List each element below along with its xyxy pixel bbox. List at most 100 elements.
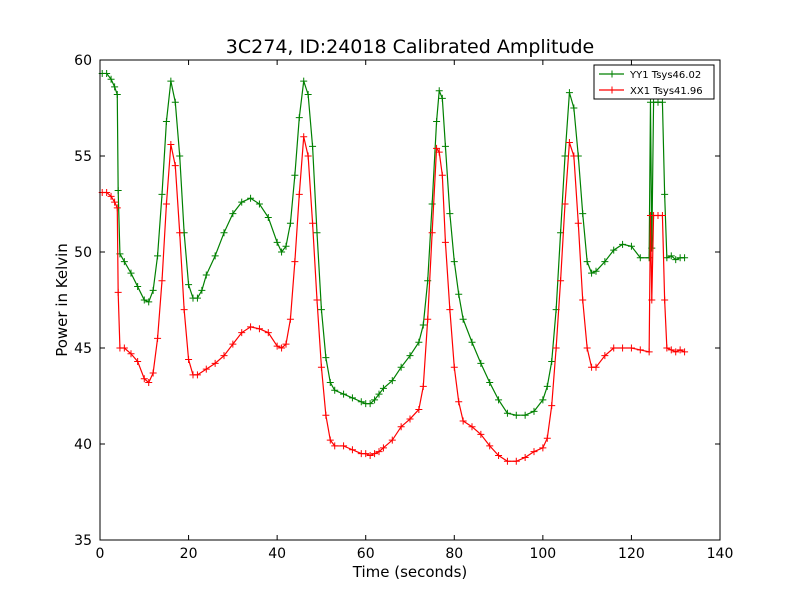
legend-box — [593, 64, 715, 100]
x-axis-label: Time (seconds) — [352, 563, 468, 581]
data-point — [406, 415, 414, 423]
data-point — [107, 75, 115, 83]
data-point — [202, 271, 210, 279]
data-point — [548, 357, 556, 365]
y-axis-label: Power in Kelvin — [53, 243, 71, 357]
data-point — [627, 344, 635, 352]
data-point — [667, 252, 675, 260]
data-point — [198, 286, 206, 294]
data-point — [570, 152, 578, 160]
data-point — [229, 340, 237, 348]
data-point — [521, 453, 529, 461]
data-point — [397, 363, 405, 371]
data-point — [295, 190, 303, 198]
data-point — [176, 152, 184, 160]
data-point — [247, 194, 255, 202]
data-point — [648, 244, 656, 252]
y-tick-label: 35 — [74, 533, 92, 549]
data-point — [468, 338, 476, 346]
data-point — [255, 200, 263, 208]
x-tick-label: 120 — [618, 546, 645, 562]
data-point — [300, 77, 308, 85]
data-point — [663, 344, 671, 352]
data-point — [565, 139, 573, 147]
data-point — [238, 329, 246, 337]
data-point — [134, 357, 142, 365]
data-point — [149, 286, 157, 294]
legend-label: YY1 Tsys46.02 — [629, 70, 701, 81]
data-point — [428, 200, 436, 208]
data-point — [322, 354, 330, 362]
data-point — [574, 219, 582, 227]
data-point — [357, 398, 365, 406]
data-point — [579, 210, 587, 218]
data-point — [663, 254, 671, 262]
data-point — [193, 371, 201, 379]
data-point — [103, 69, 111, 77]
data-point — [140, 375, 148, 383]
data-point — [103, 188, 111, 196]
series-2 — [98, 133, 689, 465]
series-1 — [98, 69, 689, 419]
data-point — [282, 242, 290, 250]
data-point — [397, 423, 405, 431]
data-point — [193, 294, 201, 302]
data-point — [592, 267, 600, 275]
data-point — [340, 390, 348, 398]
data-point — [424, 315, 432, 323]
data-point — [486, 442, 494, 450]
x-tick-label: 20 — [180, 546, 198, 562]
data-point — [570, 104, 578, 112]
data-point — [601, 352, 609, 360]
data-point — [375, 390, 383, 398]
data-point — [658, 212, 666, 220]
data-point — [309, 142, 317, 150]
data-point — [331, 442, 339, 450]
data-point — [477, 359, 485, 367]
data-point — [154, 334, 162, 342]
data-point — [145, 298, 153, 306]
data-point — [167, 140, 175, 148]
data-point — [648, 296, 656, 304]
data-point — [645, 348, 653, 356]
y-tick-label: 50 — [74, 245, 92, 261]
data-point — [435, 148, 443, 156]
data-point — [340, 442, 348, 450]
data-point — [300, 133, 308, 141]
data-point — [561, 152, 569, 160]
data-point — [304, 91, 312, 99]
data-point — [145, 379, 153, 387]
data-point — [375, 448, 383, 456]
data-point — [388, 436, 396, 444]
data-point — [552, 344, 560, 352]
data-point — [379, 384, 387, 392]
data-point — [127, 350, 135, 358]
data-point — [446, 210, 454, 218]
data-point — [309, 219, 317, 227]
data-point — [185, 356, 193, 364]
y-tick-label: 60 — [74, 53, 92, 69]
data-point — [619, 344, 627, 352]
data-point — [127, 269, 135, 277]
data-point — [672, 348, 680, 356]
data-point — [304, 152, 312, 160]
data-point — [503, 409, 511, 417]
data-point — [681, 254, 689, 262]
data-point — [114, 288, 122, 296]
data-point — [317, 363, 325, 371]
data-point — [120, 344, 128, 352]
data-point — [388, 377, 396, 385]
legend-entry: XX1 Tsys41.96 — [599, 86, 703, 97]
data-point — [450, 258, 458, 266]
data-point — [362, 450, 370, 458]
data-point — [162, 117, 170, 125]
data-point — [548, 402, 556, 410]
data-point — [273, 238, 281, 246]
data-point — [326, 379, 334, 387]
data-point — [503, 457, 511, 465]
data-point — [171, 162, 179, 170]
data-point — [543, 434, 551, 442]
data-point — [167, 77, 175, 85]
data-point — [211, 252, 219, 260]
